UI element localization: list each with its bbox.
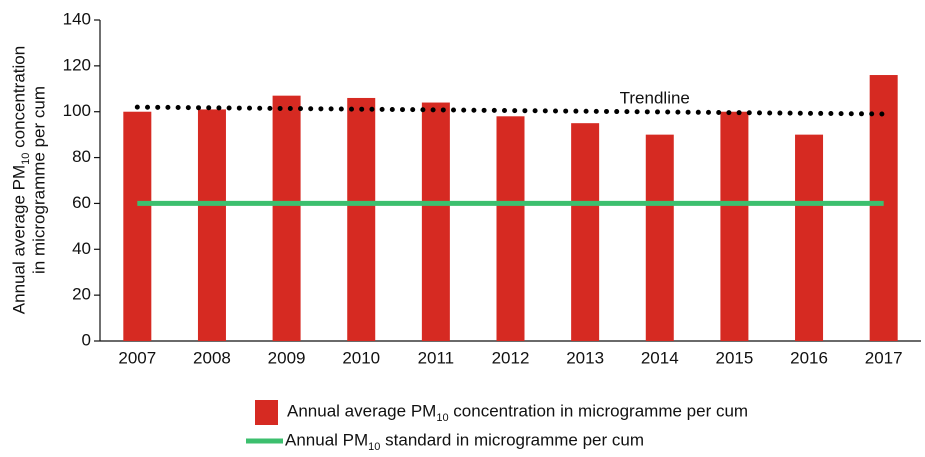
y-tick-label: 120 xyxy=(63,55,91,74)
x-tick-label: 2013 xyxy=(566,348,604,367)
x-tick-label: 2010 xyxy=(342,348,380,367)
y-tick-label: 60 xyxy=(72,193,91,212)
y-axis-label: in microgramme per cum xyxy=(29,86,48,274)
y-tick-label: 100 xyxy=(63,101,91,120)
y-tick-label: 80 xyxy=(72,147,91,166)
legend-swatch xyxy=(255,400,278,425)
x-tick-label: 2014 xyxy=(641,348,679,367)
y-tick-label: 40 xyxy=(72,239,91,258)
bar xyxy=(720,111,749,341)
y-tick-label: 0 xyxy=(82,330,91,349)
x-tick-label: 2009 xyxy=(268,348,306,367)
trendline-label: Trendline xyxy=(620,88,690,107)
trendline xyxy=(134,104,887,117)
legend-label: Annual average PM10 concentration in mic… xyxy=(287,401,748,423)
x-tick-label: 2011 xyxy=(418,348,455,367)
x-tick-label: 2017 xyxy=(865,348,903,367)
y-tick-label: 20 xyxy=(72,285,91,304)
bar xyxy=(795,134,824,341)
y-axis-label: Annual average PM10 concentration xyxy=(9,46,31,314)
bar xyxy=(496,116,525,341)
x-tick-label: 2012 xyxy=(492,348,530,367)
bar xyxy=(272,95,301,342)
bar xyxy=(347,97,376,341)
x-tick-label: 2008 xyxy=(193,348,231,367)
legend-label: Annual PM10 standard in microgramme per … xyxy=(285,430,644,452)
bar xyxy=(571,123,600,341)
bar xyxy=(869,75,898,342)
bar xyxy=(197,109,226,342)
y-tick-label: 140 xyxy=(63,9,91,28)
x-tick-label: 2016 xyxy=(790,348,828,367)
bar xyxy=(421,102,450,342)
bar xyxy=(123,111,152,341)
x-tick-label: 2015 xyxy=(715,348,753,367)
x-tick-label: 2007 xyxy=(118,348,156,367)
bar xyxy=(645,134,674,341)
